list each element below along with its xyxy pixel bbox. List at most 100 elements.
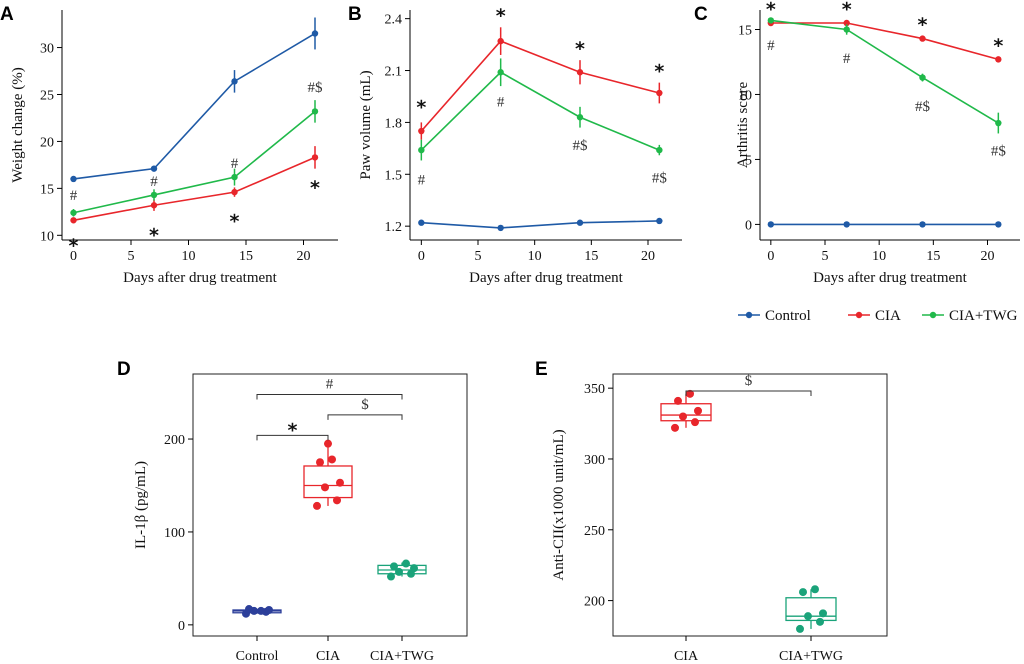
x-tick-label-c-10: 10 bbox=[872, 249, 886, 264]
data-point-a-cia-2 bbox=[231, 188, 238, 196]
data-point-b-cia-3 bbox=[656, 89, 663, 97]
significance-mark-a-5: * bbox=[230, 211, 240, 233]
box-e-cia bbox=[660, 403, 712, 422]
data-point-d-cia-twg-2 bbox=[395, 567, 403, 576]
chart-panel-b: 0 5 10 15 20 1.2 1.5 1.8 2.1 2.4 Days after drug t… bbox=[358, 5, 682, 286]
data-point-e-cia-twg-4 bbox=[799, 588, 807, 597]
x-tick-label-b-20: 20 bbox=[641, 249, 655, 264]
y-tick-label-b-1.2: 1.2 bbox=[385, 220, 403, 235]
x-tick-label-c-20: 20 bbox=[981, 249, 995, 264]
y-tick-label-e-250: 250 bbox=[584, 524, 605, 539]
significance-mark-b-1: # bbox=[418, 172, 426, 188]
significance-mark-a-6: #$ bbox=[308, 80, 324, 96]
data-point-a-cia-0 bbox=[70, 217, 77, 224]
y-tick-label-e-200: 200 bbox=[584, 595, 605, 610]
significance-mark-c-3: # bbox=[843, 51, 851, 67]
x-tick-label-e-cia-twg: CIA+TWG bbox=[779, 649, 843, 664]
x-tick-label-b-0: 0 bbox=[418, 249, 425, 264]
plot-frame-d bbox=[192, 373, 468, 637]
data-point-e-cia-4 bbox=[674, 396, 682, 405]
data-point-a-cia-twg-0 bbox=[70, 209, 77, 216]
y-tick-label-d-100: 100 bbox=[164, 526, 185, 541]
y-tick-label-d-200: 200 bbox=[164, 433, 185, 448]
panel-letter-b: B bbox=[348, 4, 362, 25]
series-line-a-cia-twg bbox=[73, 110, 316, 214]
y-tick-label-b-2.1: 2.1 bbox=[385, 65, 403, 80]
y-tick-label-a-25: 25 bbox=[40, 88, 54, 103]
data-point-b-control-2 bbox=[576, 219, 584, 226]
legend-label-cia-twg: CIA+TWG bbox=[949, 308, 1018, 324]
y-axis-label-d: IL-1β (pg/mL) bbox=[133, 461, 149, 549]
data-point-c-cia-1 bbox=[843, 19, 850, 27]
legend-label-control: Control bbox=[765, 308, 811, 324]
data-point-d-control-4 bbox=[245, 605, 253, 614]
y-tick-label-a-20: 20 bbox=[40, 135, 54, 150]
data-point-c-control-2 bbox=[919, 221, 926, 228]
y-tick-label-b-2.4: 2.4 bbox=[385, 13, 403, 28]
y-axis-label-b: Paw volume (mL) bbox=[358, 70, 374, 179]
chart-panel-a: 0 5 10 15 20 10 15 20 25 30 Days after drug treatm… bbox=[10, 10, 338, 286]
data-point-c-control-0 bbox=[767, 221, 775, 228]
significance-mark-c-7: #$ bbox=[991, 143, 1007, 159]
data-point-c-cia-twg-2 bbox=[919, 74, 926, 81]
data-point-a-control-3 bbox=[311, 30, 319, 37]
legend: Control CIA CIA+TWG bbox=[738, 308, 1018, 324]
y-tick-label-a-10: 10 bbox=[40, 229, 54, 244]
significance-mark-c-5: #$ bbox=[915, 99, 931, 115]
panel-letter-d: D bbox=[117, 359, 131, 380]
x-tick-label-e-cia: CIA bbox=[674, 649, 699, 664]
series-line-b-cia bbox=[420, 40, 660, 132]
y-tick-label-e-350: 350 bbox=[584, 382, 605, 397]
data-point-b-cia-1 bbox=[497, 37, 504, 45]
x-tick-label-d-cia-twg: CIA+TWG bbox=[370, 649, 434, 664]
legend-marker-cia-twg bbox=[929, 311, 937, 319]
y-axis-label-a: Weight change (%) bbox=[10, 67, 26, 182]
x-tick-label-c-5: 5 bbox=[822, 249, 829, 264]
series-line-a-control bbox=[73, 32, 316, 180]
data-point-b-cia-twg-1 bbox=[497, 69, 504, 76]
significance-mark-b-6: * bbox=[654, 60, 664, 82]
data-point-b-cia-twg-3 bbox=[656, 146, 663, 154]
data-point-d-cia-3 bbox=[336, 478, 344, 487]
data-point-a-cia-twg-2 bbox=[231, 173, 238, 181]
significance-mark-a-0: # bbox=[70, 188, 78, 204]
data-point-e-cia-twg-2 bbox=[804, 612, 812, 621]
series-line-b-control bbox=[421, 220, 660, 229]
significance-label-d-1: $ bbox=[361, 397, 369, 413]
data-point-a-cia-twg-3 bbox=[311, 108, 319, 115]
y-axis-label-c: Arthritis score bbox=[735, 82, 751, 169]
y-tick-label-e-300: 300 bbox=[584, 453, 605, 468]
y-tick-label-c-0: 0 bbox=[745, 218, 752, 233]
significance-mark-a-7: * bbox=[310, 177, 320, 199]
data-point-a-cia-3 bbox=[311, 154, 319, 161]
data-point-b-control-0 bbox=[418, 219, 425, 226]
data-point-e-cia-1 bbox=[691, 418, 699, 427]
y-tick-label-b-1.8: 1.8 bbox=[385, 116, 403, 131]
significance-label-d-0: # bbox=[326, 376, 334, 392]
significance-bracket-d-2 bbox=[256, 434, 329, 441]
significance-label-e-0: $ bbox=[745, 373, 753, 389]
data-point-a-cia-1 bbox=[150, 202, 158, 209]
y-tick-label-b-1.5: 1.5 bbox=[385, 168, 403, 183]
chart-panel-d: 0 100 200 IL-1β (pg/mL) Control CIA CIA+TWG # $ * bbox=[133, 373, 468, 664]
x-tick-label-a-5: 5 bbox=[128, 249, 135, 264]
data-point-d-control-3 bbox=[265, 605, 273, 614]
chart-panel-c: 0 5 10 15 20 0 5 10 15 Days after drug treatment A… bbox=[735, 0, 1020, 286]
x-tick-label-a-15: 15 bbox=[239, 249, 253, 264]
panel-letter-c: C bbox=[694, 4, 708, 25]
data-point-d-cia-1 bbox=[333, 496, 341, 505]
data-point-c-cia-twg-0 bbox=[767, 17, 775, 24]
data-point-e-cia-twg-3 bbox=[819, 609, 827, 618]
x-axis-label-c: Days after drug treatment bbox=[813, 270, 968, 286]
series-line-b-cia-twg bbox=[420, 71, 660, 151]
x-tick-label-b-15: 15 bbox=[584, 249, 598, 264]
significance-bracket-d-1 bbox=[327, 414, 403, 420]
data-point-c-control-1 bbox=[843, 221, 850, 228]
series-line-c-cia bbox=[770, 22, 999, 61]
data-point-d-cia-twg-3 bbox=[410, 564, 418, 573]
x-tick-label-d-control: Control bbox=[236, 649, 279, 664]
data-point-b-control-1 bbox=[497, 224, 504, 232]
significance-mark-a-3: * bbox=[149, 225, 159, 247]
x-tick-label-c-15: 15 bbox=[926, 249, 940, 264]
y-axis-label-e: Anti-CII(x1000 unit/mL) bbox=[551, 429, 567, 580]
